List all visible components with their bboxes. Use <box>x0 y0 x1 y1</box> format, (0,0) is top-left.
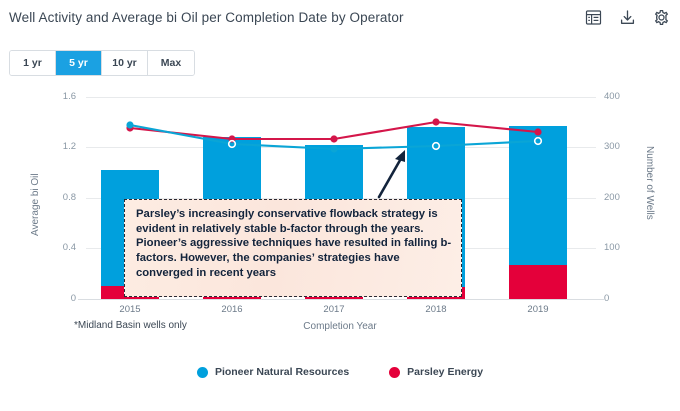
x-axis-label-2019: 2019 <box>527 304 549 315</box>
annotation-arrow-icon <box>377 150 405 199</box>
y-axis-tick-right: 0 <box>604 293 610 304</box>
x-axis-label-2018: 2018 <box>425 304 447 315</box>
widget-header: Well Activity and Average bi Oil per Com… <box>0 0 680 40</box>
marker-parsley-2019[interactable] <box>534 128 542 136</box>
y-axis-tick-right: 300 <box>604 141 620 152</box>
y-axis-tick-right: 200 <box>604 192 620 203</box>
y-axis-title-left: Average bi Oil <box>30 173 41 236</box>
y-axis-tick-left: 0.4 <box>62 242 76 253</box>
x-axis-label-2017: 2017 <box>323 304 345 315</box>
legend-item-pioneer[interactable]: Pioneer Natural Resources <box>196 366 350 378</box>
marker-pioneer-2015[interactable] <box>126 121 134 129</box>
header-icon-group <box>585 9 670 26</box>
settings-gear-icon[interactable] <box>653 9 670 26</box>
marker-pioneer-2018[interactable] <box>431 141 441 151</box>
y-axis-tick-left: 0.8 <box>62 192 76 203</box>
y-axis-title-right: Number of Wells <box>644 146 655 220</box>
range-button-5yr[interactable]: 5 yr <box>56 51 102 75</box>
legend-swatch-icon <box>196 366 208 378</box>
y-axis-tick-left: 1.2 <box>62 141 76 152</box>
marker-parsley-2018[interactable] <box>432 118 440 126</box>
marker-pioneer-2016[interactable] <box>227 139 237 149</box>
legend-swatch-icon <box>389 366 401 378</box>
line-series-group <box>126 118 543 153</box>
y-axis-tick-right: 400 <box>604 91 620 102</box>
legend-item-parsley[interactable]: Parsley Energy <box>389 366 483 378</box>
y-axis-tick-right: 100 <box>604 242 620 253</box>
x-axis-line <box>78 299 604 300</box>
y-axis-tick-left: 1.6 <box>62 91 76 102</box>
range-button-1yr[interactable]: 1 yr <box>10 51 56 75</box>
x-axis-label-2016: 2016 <box>221 304 243 315</box>
legend-label: Pioneer Natural Resources <box>214 366 350 378</box>
chart-legend: Pioneer Natural Resources Parsley Energy <box>0 366 680 378</box>
marker-pioneer-2017[interactable] <box>330 145 338 153</box>
range-button-10yr[interactable]: 10 yr <box>102 51 148 75</box>
marker-parsley-2017[interactable] <box>330 135 338 143</box>
bar-segment-pioneer[interactable] <box>509 126 567 265</box>
x-axis-label-2015: 2015 <box>119 304 141 315</box>
time-range-selector[interactable]: 1 yr 5 yr 10 yr Max <box>9 50 195 76</box>
table-view-icon[interactable] <box>585 9 602 26</box>
legend-label: Parsley Energy <box>407 366 484 378</box>
footnote: *Midland Basin wells only <box>74 320 187 331</box>
gridline <box>86 97 596 98</box>
bar-2019[interactable] <box>509 126 567 299</box>
annotation-callout: Parsley’s increasingly conservative flow… <box>124 199 462 297</box>
y-axis-tick-left: 0 <box>70 293 76 304</box>
page-title: Well Activity and Average bi Oil per Com… <box>9 10 404 25</box>
download-icon[interactable] <box>619 9 636 26</box>
marker-pioneer-2019[interactable] <box>533 136 543 146</box>
range-button-max[interactable]: Max <box>148 51 194 75</box>
x-axis-title: Completion Year <box>303 321 377 332</box>
bar-segment-parsley[interactable] <box>509 265 567 299</box>
